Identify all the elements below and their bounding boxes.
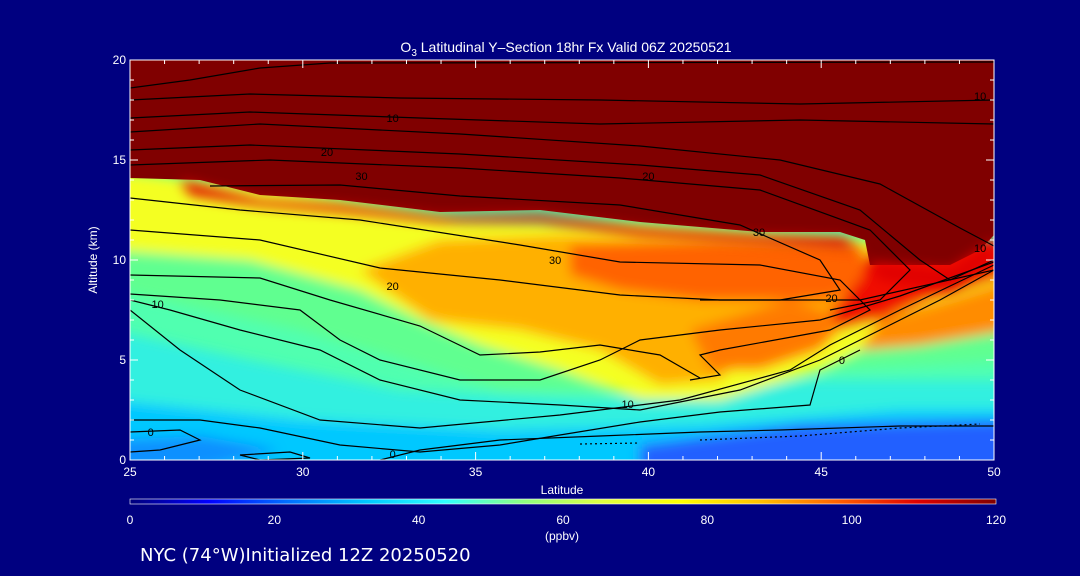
contour-line-dotted xyxy=(579,442,641,445)
contour-label: 30 xyxy=(753,227,765,239)
x-tick-label: 35 xyxy=(469,465,483,479)
x-tick-label: 50 xyxy=(987,465,1001,479)
contour-line xyxy=(379,425,994,460)
y-tick-label: 0 xyxy=(119,453,126,467)
contour-line xyxy=(130,429,202,453)
contour-line xyxy=(130,61,994,89)
contour-label: 20 xyxy=(825,293,837,305)
x-tick-label: 40 xyxy=(642,465,656,479)
contour-line xyxy=(209,184,842,301)
y-tick-label: 20 xyxy=(113,53,127,67)
contour-label: 10 xyxy=(622,399,634,411)
y-tick-label: 15 xyxy=(113,153,127,167)
colorbar-tick-label: 120 xyxy=(986,513,1006,527)
colorbar-tick-label: 60 xyxy=(556,513,570,527)
y-axis-label: Altitude (km) xyxy=(86,226,100,293)
fill-blue-region-left xyxy=(130,436,280,460)
contour-line xyxy=(130,229,994,301)
fill-red-orange-lower xyxy=(690,300,850,370)
chart-title: O3 Latitudinal Y–Section 18hr Fx Valid 0… xyxy=(400,39,731,59)
fill-red-edge xyxy=(180,180,994,290)
contour-line xyxy=(130,111,994,125)
contour-line xyxy=(130,264,994,429)
contour-line xyxy=(130,144,994,281)
fill-right-orange xyxy=(860,284,994,350)
footer-site-text: NYC (74°W)Initialized 12Z 20250520 xyxy=(140,545,471,566)
x-tick-label: 30 xyxy=(296,465,310,479)
contour-line xyxy=(130,269,994,411)
x-axis-ticks: 25 30 35 40 45 50 xyxy=(123,60,1001,479)
contour-label: 0 xyxy=(390,449,396,461)
contour-label: 10 xyxy=(387,113,399,125)
contour-line xyxy=(239,451,311,460)
contour-label: 0 xyxy=(148,427,154,439)
contour-line xyxy=(130,261,994,381)
contour-label: 10 xyxy=(974,91,986,103)
contour-label: 10 xyxy=(974,243,986,255)
contour-line xyxy=(130,123,994,247)
colorbar-tick-label: 40 xyxy=(412,513,426,527)
colorbar xyxy=(129,498,997,505)
x-tick-label: 45 xyxy=(815,465,829,479)
y-tick-label: 10 xyxy=(113,253,127,267)
contour-label: 20 xyxy=(321,147,333,159)
x-axis-label: Latitude xyxy=(541,483,584,497)
y-axis-ticks: 0 5 10 15 20 xyxy=(113,53,994,467)
colorbar-tick-label: 0 xyxy=(127,513,134,527)
colorbar-tick-label: 80 xyxy=(701,513,715,527)
contour-label: 20 xyxy=(387,281,399,293)
contour-line xyxy=(130,197,872,381)
x-tick-label: 25 xyxy=(123,465,137,479)
fill-dark-red-region xyxy=(130,60,994,265)
colorbar-tick-label: 20 xyxy=(268,513,282,527)
contour-line xyxy=(130,93,994,105)
contour-label: 30 xyxy=(549,255,561,267)
colorbar-label: (ppbv) xyxy=(545,529,579,543)
contour-label: 0 xyxy=(839,355,845,367)
contour-line xyxy=(130,349,861,453)
contour-label: 20 xyxy=(642,171,654,183)
fill-blue-region xyxy=(640,420,994,460)
contour-lines xyxy=(130,61,994,460)
fill-red-orange-region xyxy=(570,240,870,300)
contour-labels: 0 0 10 10 20 20 20 30 30 30 20 10 10 0 10 xyxy=(148,91,987,461)
y-tick-label: 5 xyxy=(119,353,126,367)
contour-label: 10 xyxy=(152,299,164,311)
contour-label: 30 xyxy=(355,171,367,183)
contour-line xyxy=(130,159,911,311)
plot-area: 0 0 10 10 20 20 20 30 30 30 20 10 10 0 10 xyxy=(130,60,994,461)
colorbar-ticks: 0 20 40 60 80 100 120 xyxy=(127,513,1007,527)
colorbar-tick-label: 100 xyxy=(842,513,862,527)
contour-line xyxy=(130,274,701,379)
contour-line-dotted xyxy=(699,423,981,441)
